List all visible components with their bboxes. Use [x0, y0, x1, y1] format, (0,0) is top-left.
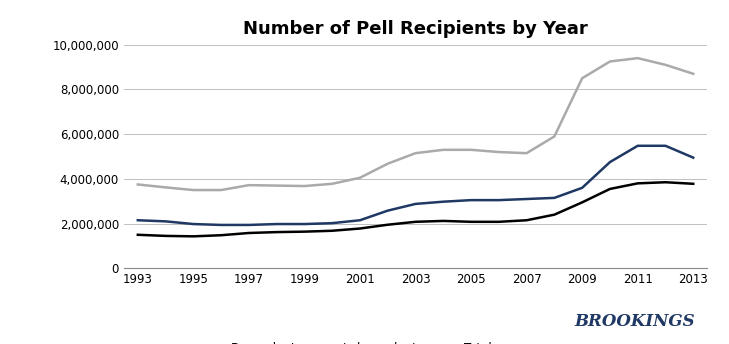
Total	[467, 148, 475, 152]
Dependent	[550, 213, 558, 217]
Independent	[328, 221, 337, 225]
Legend: Dependent, Independent, Total: Dependent, Independent, Total	[195, 337, 496, 344]
Line: Total: Total	[138, 58, 693, 190]
Total	[217, 188, 225, 192]
Independent	[300, 222, 309, 226]
Independent	[439, 200, 448, 204]
Dependent	[522, 218, 531, 222]
Independent	[578, 186, 587, 190]
Dependent	[661, 180, 670, 184]
Independent	[467, 198, 475, 202]
Total	[578, 76, 587, 80]
Line: Dependent: Dependent	[138, 182, 693, 236]
Independent	[494, 198, 503, 202]
Dependent	[689, 182, 698, 186]
Dependent	[300, 229, 309, 234]
Independent	[606, 160, 615, 164]
Dependent	[273, 230, 281, 234]
Total	[383, 162, 392, 166]
Total	[550, 135, 558, 139]
Dependent	[634, 181, 642, 185]
Dependent	[494, 220, 503, 224]
Independent	[133, 218, 142, 222]
Independent	[411, 202, 420, 206]
Independent	[634, 144, 642, 148]
Independent	[217, 223, 225, 227]
Dependent	[578, 200, 587, 204]
Total	[133, 182, 142, 186]
Independent	[273, 222, 281, 226]
Independent	[161, 219, 170, 224]
Total	[411, 151, 420, 155]
Dependent	[328, 229, 337, 233]
Independent	[661, 144, 670, 148]
Independent	[189, 222, 198, 226]
Total	[606, 60, 615, 64]
Total	[356, 176, 364, 180]
Dependent	[383, 223, 392, 227]
Dependent	[217, 233, 225, 237]
Dependent	[133, 233, 142, 237]
Total	[522, 151, 531, 155]
Dependent	[411, 220, 420, 224]
Dependent	[467, 220, 475, 224]
Total	[189, 188, 198, 192]
Dependent	[356, 226, 364, 230]
Total	[328, 182, 337, 186]
Total	[161, 185, 170, 190]
Total	[494, 150, 503, 154]
Independent	[522, 197, 531, 201]
Independent	[356, 218, 364, 222]
Independent	[383, 208, 392, 213]
Independent	[244, 223, 253, 227]
Title: Number of Pell Recipients by Year: Number of Pell Recipients by Year	[243, 20, 588, 37]
Independent	[689, 155, 698, 160]
Dependent	[439, 219, 448, 223]
Total	[244, 183, 253, 187]
Dependent	[244, 231, 253, 235]
Total	[300, 184, 309, 188]
Total	[273, 184, 281, 188]
Line: Independent: Independent	[138, 146, 693, 225]
Dependent	[189, 234, 198, 238]
Text: BROOKINGS: BROOKINGS	[574, 313, 695, 330]
Total	[439, 148, 448, 152]
Total	[634, 56, 642, 60]
Dependent	[606, 187, 615, 191]
Total	[689, 72, 698, 76]
Dependent	[161, 234, 170, 238]
Total	[661, 63, 670, 67]
Independent	[550, 196, 558, 200]
